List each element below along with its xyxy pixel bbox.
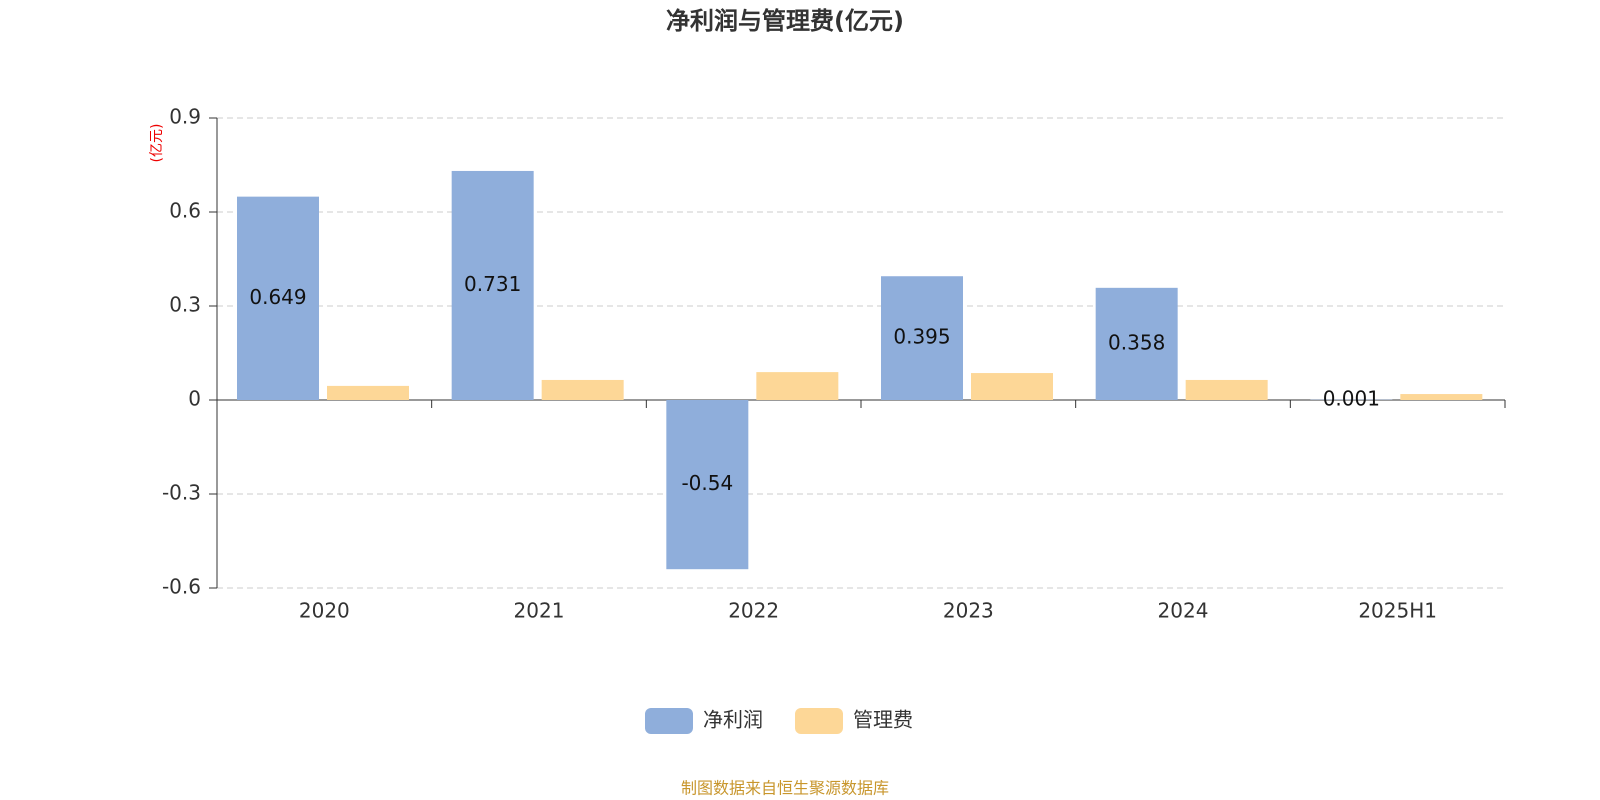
x-tick-label: 2022 [728, 599, 779, 623]
data-label: 0.649 [249, 285, 306, 309]
chart-title: 净利润与管理费(亿元) [666, 7, 904, 35]
legend-label: 净利润 [703, 708, 763, 732]
y-axis-label: (亿元) [149, 124, 165, 163]
legend-swatch [645, 708, 693, 734]
source-note: 制图数据来自恒生聚源数据库 [681, 779, 889, 798]
bar [237, 196, 319, 400]
bar [451, 170, 534, 400]
x-tick-label: 2024 [1158, 599, 1209, 623]
y-tick-label: 0.6 [169, 199, 201, 223]
bar [1095, 287, 1178, 400]
y-tick-label: 0.3 [169, 293, 201, 317]
y-tick-label: -0.6 [162, 575, 201, 599]
x-tick-label: 2021 [514, 599, 565, 623]
bar [1185, 379, 1268, 400]
x-tick-label: 2023 [943, 599, 994, 623]
data-label: 0.731 [464, 272, 521, 296]
data-label: -0.54 [681, 471, 733, 495]
legend-swatch [795, 708, 843, 734]
bar [971, 373, 1053, 400]
bar [327, 385, 409, 400]
legend-label: 管理费 [853, 708, 913, 732]
x-tick-label: 2020 [299, 599, 350, 623]
y-tick-label: -0.3 [162, 481, 201, 505]
bar [881, 276, 963, 400]
bar [541, 379, 624, 400]
y-tick-label: 0 [188, 387, 201, 411]
bar [666, 400, 749, 570]
y-tick-label: 0.9 [169, 105, 201, 129]
bar [1400, 394, 1483, 400]
data-label: 0.001 [1323, 386, 1380, 410]
x-tick-label: 2025H1 [1358, 599, 1437, 623]
data-label: 0.358 [1108, 330, 1165, 354]
data-label: 0.395 [893, 325, 950, 349]
bar [756, 372, 839, 400]
